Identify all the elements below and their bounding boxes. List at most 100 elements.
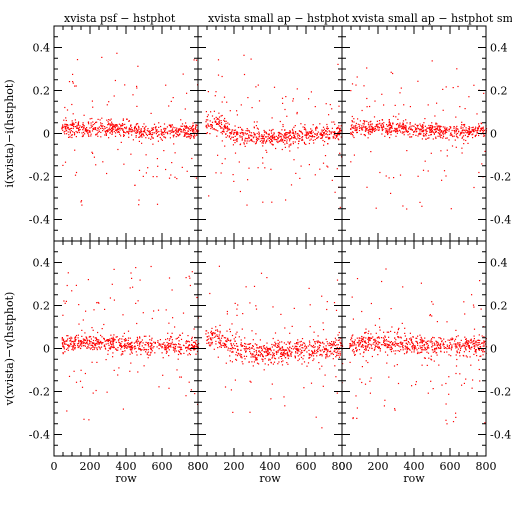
scatter-point xyxy=(374,344,376,346)
scatter-point xyxy=(374,324,376,326)
scatter-point xyxy=(372,127,374,129)
scatter-point xyxy=(425,343,428,345)
scatter-point xyxy=(414,346,416,349)
scatter-point xyxy=(279,133,281,135)
scatter-point xyxy=(322,139,324,142)
scatter-point xyxy=(196,296,198,299)
scatter-point xyxy=(392,122,394,124)
scatter-point xyxy=(449,342,451,344)
scatter-point xyxy=(172,130,174,132)
scatter-point xyxy=(296,348,299,350)
scatter-point xyxy=(61,126,63,128)
scatter-point xyxy=(436,321,438,323)
scatter-point xyxy=(337,339,339,341)
scatter-point xyxy=(295,351,297,353)
scatter-point xyxy=(236,131,238,133)
scatter-point xyxy=(253,136,255,138)
scatter-point xyxy=(337,354,339,356)
scatter-point xyxy=(138,343,141,345)
scatter-point xyxy=(262,162,264,164)
scatter-point xyxy=(298,350,300,352)
scatter-point xyxy=(401,132,403,134)
scatter-point xyxy=(165,168,167,171)
scatter-point xyxy=(442,134,444,136)
scatter-point xyxy=(259,347,261,349)
scatter-point xyxy=(385,268,387,270)
scatter-point xyxy=(234,302,236,304)
scatter-point xyxy=(383,331,385,333)
scatter-point xyxy=(64,343,66,345)
scatter-point xyxy=(90,133,92,135)
scatter-point xyxy=(122,129,124,131)
scatter-point xyxy=(396,343,398,345)
scatter-point xyxy=(408,338,411,340)
scatter-point xyxy=(124,343,126,345)
scatter-point xyxy=(427,352,430,354)
scatter-point xyxy=(356,350,358,352)
scatter-point xyxy=(87,339,89,341)
scatter-point xyxy=(178,346,180,348)
scatter-point xyxy=(388,177,390,179)
scatter-point xyxy=(450,132,452,134)
scatter-point xyxy=(445,137,447,139)
scatter-point xyxy=(352,341,354,343)
scatter-point xyxy=(455,412,457,414)
scatter-point xyxy=(430,131,432,133)
scatter-point xyxy=(261,350,263,352)
scatter-point xyxy=(336,352,338,354)
scatter-point xyxy=(101,123,103,125)
scatter-point xyxy=(205,121,207,123)
scatter-point xyxy=(256,357,258,359)
scatter-point xyxy=(184,126,186,128)
scatter-point xyxy=(227,337,229,339)
scatter-point xyxy=(244,145,246,147)
scatter-point xyxy=(228,136,230,138)
scatter-point xyxy=(148,354,150,356)
scatter-point xyxy=(254,143,257,145)
scatter-point xyxy=(210,111,212,113)
scatter-point xyxy=(277,141,279,144)
scatter-point xyxy=(134,345,136,347)
scatter-point xyxy=(152,143,154,145)
scatter-point xyxy=(445,382,447,385)
scatter-point xyxy=(468,128,470,130)
scatter-point xyxy=(446,348,448,350)
scatter-point xyxy=(145,335,147,337)
scatter-point xyxy=(406,338,408,340)
scatter-point xyxy=(481,335,483,337)
scatter-point xyxy=(360,346,362,348)
scatter-point xyxy=(230,138,232,140)
scatter-point xyxy=(115,125,118,127)
scatter-point xyxy=(454,132,456,134)
scatter-point xyxy=(326,308,328,311)
scatter-point xyxy=(209,337,211,339)
scatter-point xyxy=(390,127,393,129)
scatter-point xyxy=(395,339,397,341)
scatter-point xyxy=(180,346,182,348)
x-tick-label: 800 xyxy=(332,460,353,473)
scatter-point xyxy=(84,332,86,334)
scatter-point xyxy=(101,336,103,338)
scatter-point xyxy=(241,139,243,141)
scatter-point xyxy=(82,122,84,124)
scatter-point xyxy=(195,177,197,179)
scatter-point xyxy=(328,136,330,139)
scatter-point xyxy=(410,127,412,129)
scatter-point xyxy=(407,341,409,343)
scatter-point xyxy=(69,343,71,345)
scatter-point xyxy=(225,337,227,339)
scatter-point xyxy=(387,131,389,134)
scatter-point xyxy=(394,127,396,129)
scatter-point xyxy=(455,343,457,345)
scatter-point xyxy=(368,343,370,345)
scatter-point xyxy=(470,131,472,133)
scatter-point xyxy=(207,123,209,125)
scatter-point xyxy=(302,139,304,141)
scatter-point xyxy=(327,166,329,168)
scatter-point xyxy=(194,393,196,395)
scatter-point xyxy=(433,126,435,128)
scatter-point xyxy=(399,130,401,132)
scatter-point xyxy=(172,343,174,345)
scatter-point xyxy=(124,350,126,352)
scatter-point xyxy=(239,135,241,137)
